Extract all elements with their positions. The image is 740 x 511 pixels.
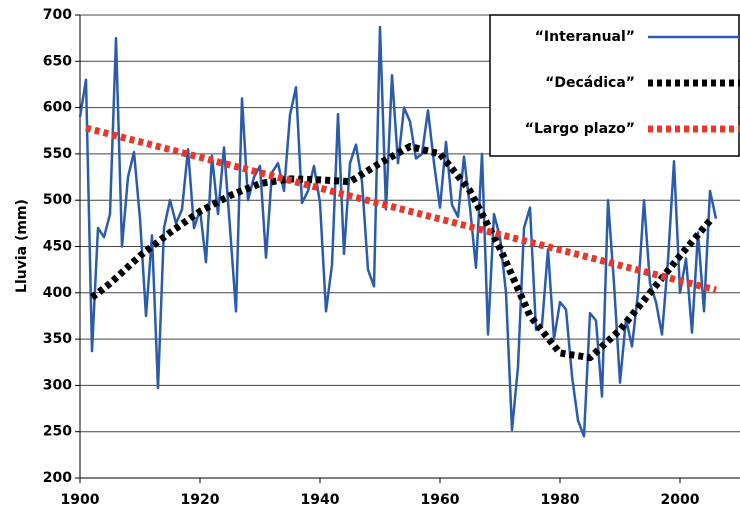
x-tick-label: 1940	[301, 492, 340, 508]
y-tick-label: 550	[43, 146, 72, 162]
y-tick-label: 350	[43, 331, 72, 347]
x-tick-label: 1980	[541, 492, 580, 508]
y-tick-label: 450	[43, 239, 72, 255]
legend-label: “Largo plazo”	[525, 121, 635, 137]
y-tick-label: 700	[43, 7, 72, 23]
x-tick-label: 2000	[661, 492, 700, 508]
y-tick-label: 300	[43, 377, 72, 393]
legend-label: “Interanual”	[535, 29, 635, 45]
x-tick-label: 1920	[181, 492, 220, 508]
y-tick-label: 400	[43, 285, 72, 301]
y-tick-label: 250	[43, 424, 72, 440]
x-tick-label: 1960	[421, 492, 460, 508]
y-tick-label: 200	[43, 470, 72, 486]
y-axis-label: Lluvia (mm)	[14, 199, 30, 293]
series-line	[85, 124, 717, 294]
y-tick-label: 650	[43, 53, 72, 69]
x-tick-label: 1900	[61, 492, 100, 508]
y-tick-label: 500	[43, 192, 72, 208]
legend-label: “Decádica”	[545, 75, 635, 91]
series-line	[78, 25, 718, 438]
series-line	[89, 142, 713, 362]
y-tick-label: 600	[43, 100, 72, 116]
